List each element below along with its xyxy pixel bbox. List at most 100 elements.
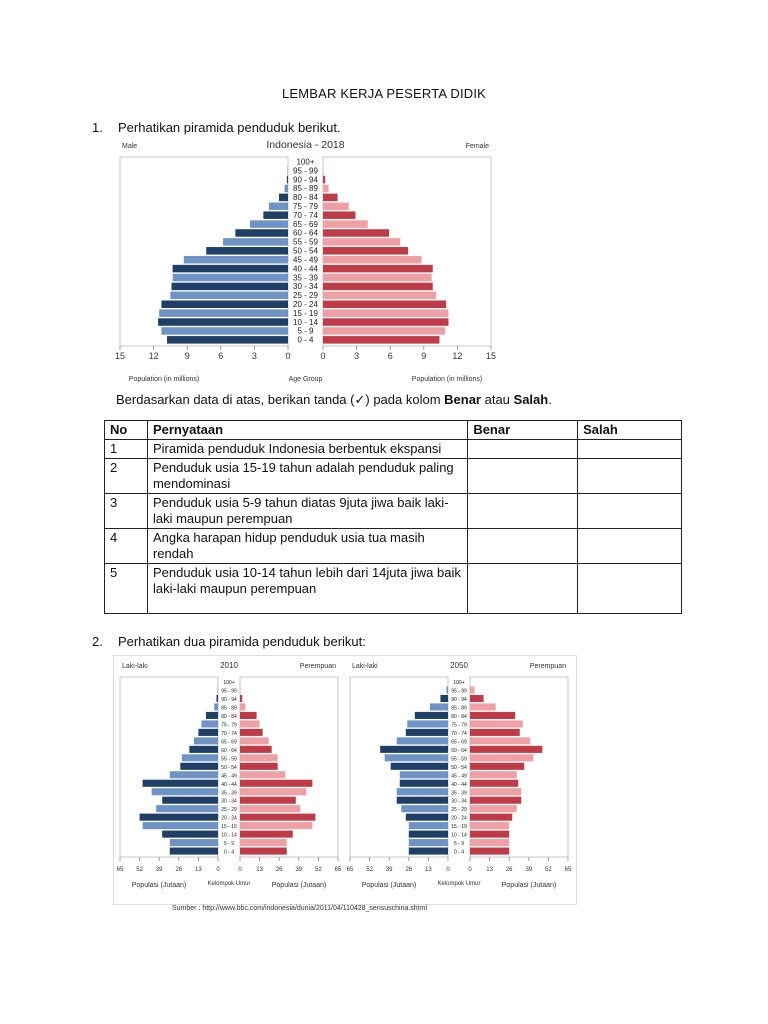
table-row: 1 Piramida penduduk Indonesia berbentuk … — [104, 439, 682, 459]
salah-cell[interactable] — [577, 493, 682, 529]
left-tick-label: 39 — [156, 867, 163, 873]
male-bar — [159, 309, 288, 317]
female-bar — [240, 737, 269, 745]
benar-cell[interactable] — [467, 458, 579, 494]
male-bar — [156, 805, 218, 813]
header-salah: Salah — [577, 420, 682, 440]
right-tick-label: 65 — [565, 867, 572, 873]
right-tick-label: 0 — [468, 867, 472, 873]
age-group-label: 100+ — [223, 680, 234, 686]
left-tick-label: 39 — [386, 867, 393, 873]
benar-cell[interactable] — [467, 493, 579, 529]
age-group-label: 20 - 24 — [221, 816, 237, 822]
right-tick-label: 6 — [388, 351, 393, 361]
age-group-label: 0 - 4 — [224, 850, 234, 856]
age-group-label: 5 - 9 — [297, 327, 314, 336]
age-group-label: 75 - 79 — [293, 202, 318, 211]
age-group-label: 30 - 34 — [451, 799, 467, 805]
male-bar — [263, 211, 288, 219]
header-no: No — [104, 420, 148, 440]
age-group-label: 40 - 44 — [451, 782, 467, 788]
age-group-label: 65 - 69 — [451, 739, 467, 745]
age-group-label: 80 - 84 — [221, 714, 237, 720]
male-bar — [161, 300, 288, 308]
age-group-label: 75 - 79 — [451, 722, 467, 728]
left-tick-label: 52 — [136, 867, 143, 873]
female-bar — [323, 309, 449, 317]
age-group-label: 0 - 4 — [454, 850, 464, 856]
female-bar — [240, 839, 287, 847]
left-tick-label: 65 — [117, 867, 124, 873]
header-benar: Benar — [467, 420, 579, 440]
row-statement: Piramida penduduk Indonesia berbentuk ek… — [146, 439, 469, 459]
chart-title: 2050 — [450, 661, 468, 670]
question-1: 1. Perhatikan piramida penduduk berikut. — [92, 120, 341, 135]
age-group-label: 90 - 94 — [451, 697, 467, 703]
age-group-label: 15 - 19 — [293, 309, 318, 318]
female-bar — [240, 728, 263, 736]
benar-cell[interactable] — [467, 439, 579, 459]
instruction-salah: Salah — [513, 392, 549, 407]
male-bar — [193, 737, 218, 745]
male-bar — [396, 788, 448, 796]
left-tick-label: 12 — [149, 351, 159, 361]
age-group-label: 95 - 99 — [221, 689, 237, 695]
question-1-number: 1. — [92, 120, 103, 135]
right-tick-label: 13 — [486, 867, 493, 873]
age-group-label: 75 - 79 — [221, 722, 237, 728]
age-group-label: 15 - 19 — [221, 824, 237, 830]
age-group-label: 80 - 84 — [451, 714, 467, 720]
female-bar — [470, 686, 475, 694]
right-tick-label: 15 — [486, 351, 496, 361]
right-tick-label: 12 — [452, 351, 462, 361]
row-no: 2 — [104, 458, 148, 494]
female-bar — [240, 745, 272, 753]
female-bar — [470, 779, 519, 787]
salah-cell[interactable] — [577, 458, 682, 494]
male-bar — [399, 771, 448, 779]
male-bar — [429, 703, 448, 711]
female-bar — [470, 694, 484, 703]
age-group-label: 25 - 29 — [451, 807, 467, 813]
age-group-label: 70 - 74 — [221, 731, 237, 737]
x-axis-label-center: Kelompok Umur — [207, 881, 250, 887]
salah-cell[interactable] — [577, 439, 682, 459]
male-bar — [158, 318, 288, 326]
instruction-part: . — [548, 392, 552, 407]
female-bar — [323, 202, 349, 211]
female-bar — [470, 711, 516, 719]
question-2-number: 2. — [92, 634, 103, 649]
benar-cell[interactable] — [467, 528, 579, 564]
male-bar — [181, 754, 218, 762]
age-group-label: 100+ — [453, 680, 464, 686]
male-bar — [249, 220, 288, 228]
female-bar — [323, 318, 449, 326]
female-bar — [470, 720, 523, 728]
right-tick-label: 39 — [295, 867, 302, 873]
instruction-part: atau — [481, 392, 514, 407]
age-group-label: 65 - 69 — [221, 739, 237, 745]
age-group-label: 70 - 74 — [293, 211, 318, 220]
male-bar — [169, 839, 218, 847]
female-bar — [240, 788, 307, 796]
table-row: 3 Penduduk usia 5-9 tahun diatas 9juta j… — [104, 493, 682, 529]
salah-cell[interactable] — [577, 528, 682, 564]
x-axis-label-left: Population (in millions) — [129, 376, 199, 383]
left-tick-label: 0 — [446, 867, 450, 873]
age-group-label: 30 - 34 — [293, 282, 318, 291]
male-bar — [170, 291, 288, 300]
male-bar — [214, 703, 218, 711]
male-bar — [142, 822, 218, 830]
row-statement: Penduduk usia 10-14 tahun lebih dari 14j… — [146, 563, 469, 614]
instruction-part: Berdasarkan data di atas, berikan tanda … — [116, 392, 445, 407]
female-bar — [323, 273, 432, 282]
benar-cell[interactable] — [467, 563, 579, 614]
female-bar — [323, 291, 437, 300]
x-axis-label-center: Age Group — [289, 376, 323, 383]
female-bar — [323, 229, 390, 237]
salah-cell[interactable] — [577, 563, 682, 614]
male-bar — [205, 711, 218, 719]
female-bar — [240, 694, 243, 703]
row-no: 5 — [104, 563, 148, 614]
